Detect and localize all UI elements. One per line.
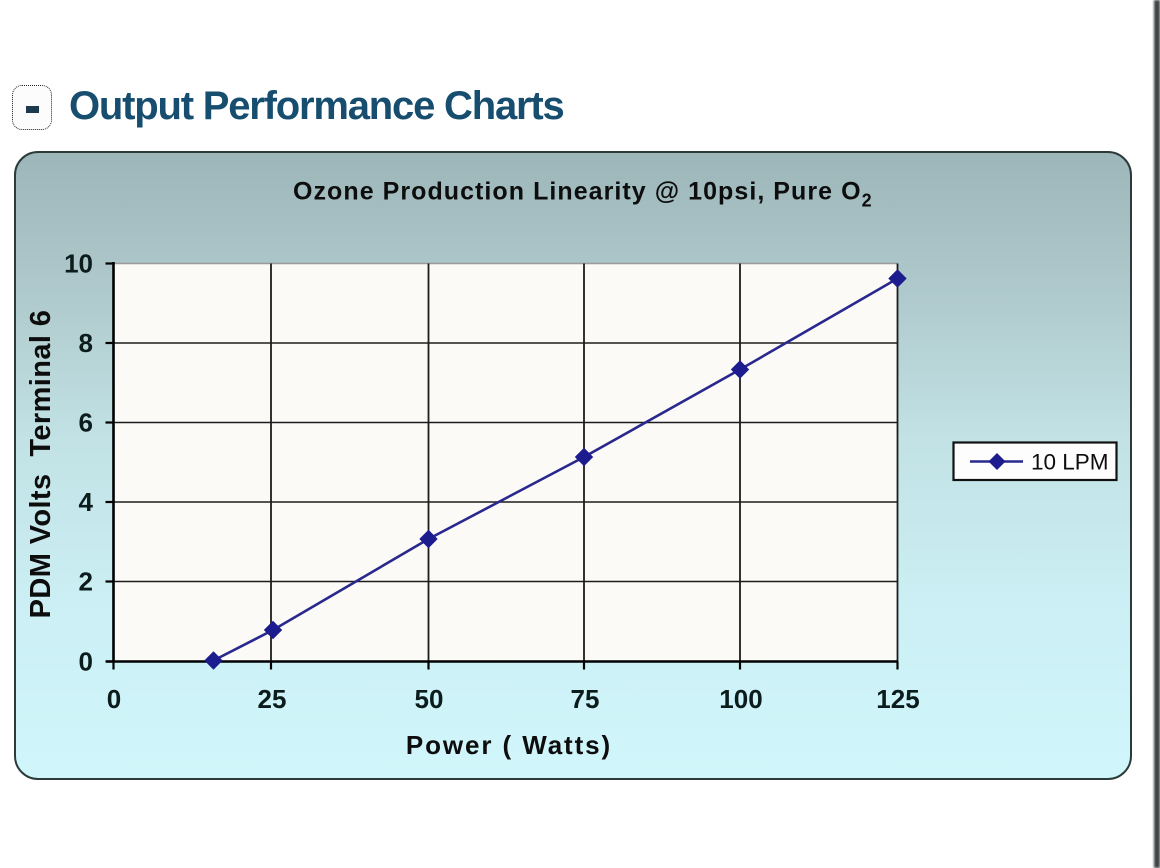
svg-text:2: 2: [79, 567, 93, 597]
svg-text:PDM Volts Terminal 6: PDM Volts Terminal 6: [25, 310, 57, 619]
svg-text:10 LPM: 10 LPM: [1031, 450, 1109, 475]
svg-text:100: 100: [719, 684, 762, 714]
svg-text:Power ( Watts): Power ( Watts): [406, 730, 612, 760]
svg-text:4: 4: [79, 487, 94, 517]
svg-text:50: 50: [415, 684, 444, 714]
svg-text:10: 10: [64, 249, 93, 279]
svg-text:Ozone Production Linearity @ 1: Ozone Production Linearity @ 10psi, Pure…: [293, 178, 873, 211]
svg-text:8: 8: [79, 328, 93, 358]
svg-text:0: 0: [107, 684, 121, 714]
svg-text:125: 125: [876, 684, 919, 714]
svg-text:0: 0: [79, 647, 93, 677]
svg-text:6: 6: [79, 408, 93, 438]
svg-text:75: 75: [571, 684, 600, 714]
svg-text:25: 25: [258, 684, 287, 714]
